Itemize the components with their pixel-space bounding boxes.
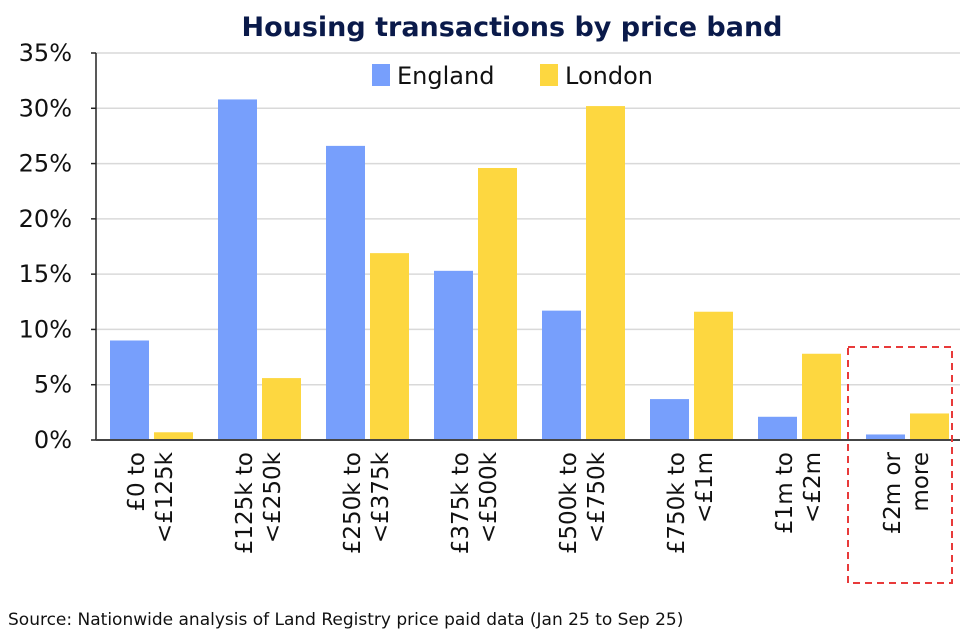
category-label: £500k to <£750k <box>556 451 610 554</box>
bar-england <box>326 145 365 440</box>
bar-england <box>434 270 473 440</box>
bar-england <box>110 340 149 440</box>
category-label: £125k to <£250k <box>232 451 286 554</box>
y-tick-label: 10% <box>19 315 72 343</box>
bar-england <box>542 310 581 440</box>
legend-swatch-england <box>372 64 390 86</box>
legend-label-london: London <box>565 62 653 90</box>
bar-england <box>650 399 689 440</box>
y-tick-label: 20% <box>19 205 72 233</box>
category-label: £250k to <£375k <box>340 451 394 554</box>
bar-london <box>262 378 301 440</box>
bar-london <box>154 432 193 440</box>
y-tick-label: 15% <box>19 260 72 288</box>
category-label-line: <£750k <box>584 451 610 543</box>
bar-london <box>694 311 733 440</box>
category-label: £750k to <£1m <box>664 452 718 554</box>
bar-england <box>866 434 905 440</box>
bar-england <box>758 416 797 440</box>
category-label: £1m to <£2m <box>772 452 826 534</box>
bar-london <box>802 353 841 440</box>
category-label-line: <£2m <box>800 452 826 523</box>
y-tick-label: 35% <box>19 39 72 67</box>
bar-england <box>218 99 257 440</box>
category-label-line: £500k to <box>556 452 582 554</box>
category-label-line: <£250k <box>260 451 286 543</box>
bar-london <box>478 167 517 440</box>
bar-london <box>586 106 625 441</box>
category-label-line: £2m or <box>880 451 906 534</box>
category-label-line: £125k to <box>232 452 258 554</box>
y-tick-label: 0% <box>34 426 72 454</box>
category-label: £2m or more <box>880 451 934 534</box>
legend-label-england: England <box>397 62 494 90</box>
legend-swatch-london <box>540 64 558 86</box>
category-label-line: <£125k <box>152 451 178 543</box>
category-label-line: £250k to <box>340 452 366 554</box>
category-label-line: £0 to <box>124 452 150 512</box>
category-label: £375k to <£500k <box>448 451 502 554</box>
category-label-line: more <box>908 452 934 512</box>
highlight-box <box>847 346 953 584</box>
category-label-line: £1m to <box>772 452 798 534</box>
category-label-line: <£375k <box>368 451 394 543</box>
y-tick-label: 30% <box>19 94 72 122</box>
bar-london <box>910 413 949 440</box>
source-note: Source: Nationwide analysis of Land Regi… <box>8 610 683 630</box>
category-label-line: £750k to <box>664 452 690 554</box>
category-label-line: <£1m <box>692 452 718 523</box>
chart-title: Housing transactions by price band <box>241 12 782 43</box>
category-label-line: £375k to <box>448 452 474 554</box>
bar-london <box>370 253 409 440</box>
category-label-line: <£500k <box>476 451 502 543</box>
y-tick-label: 5% <box>34 371 72 399</box>
y-tick-label: 25% <box>19 150 72 178</box>
category-label: £0 to <£125k <box>124 451 178 543</box>
